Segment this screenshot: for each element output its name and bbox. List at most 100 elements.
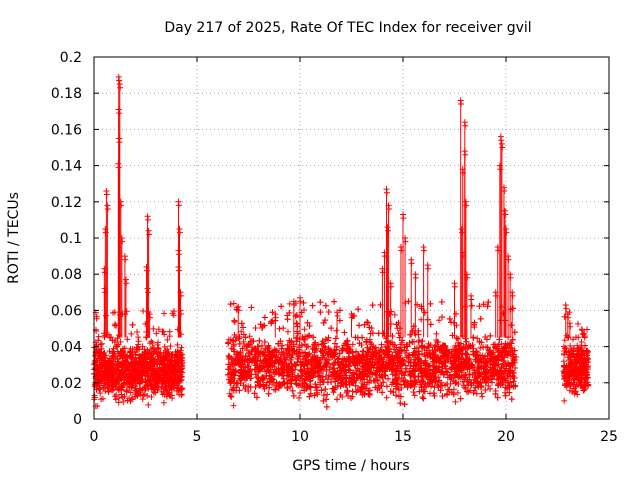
data-point xyxy=(170,381,177,388)
data-point xyxy=(174,341,181,348)
data-point xyxy=(95,363,102,370)
data-point xyxy=(349,393,356,400)
data-point xyxy=(341,329,348,336)
data-point xyxy=(98,355,105,362)
data-point xyxy=(129,321,136,328)
data-point xyxy=(159,383,166,390)
data-point xyxy=(253,374,260,381)
data-point xyxy=(126,367,133,374)
data-point xyxy=(332,335,339,342)
data-point xyxy=(365,391,372,398)
data-point xyxy=(477,315,484,322)
data-point xyxy=(148,381,155,388)
data-point xyxy=(123,388,130,395)
data-point xyxy=(172,348,179,355)
data-point xyxy=(173,379,180,386)
data-point xyxy=(228,393,235,400)
data-point xyxy=(136,380,143,387)
data-point xyxy=(397,400,404,407)
data-point xyxy=(145,401,152,408)
data-point xyxy=(139,343,146,350)
data-point xyxy=(170,385,177,392)
data-point xyxy=(383,394,390,401)
data-points xyxy=(91,73,592,410)
data-point xyxy=(309,302,316,309)
data-point xyxy=(410,388,417,395)
data-point xyxy=(167,362,174,369)
data-point xyxy=(91,392,98,399)
data-point xyxy=(144,347,151,354)
data-point xyxy=(110,368,117,375)
data-point xyxy=(140,307,147,314)
data-point xyxy=(166,333,173,340)
data-point xyxy=(433,330,440,337)
data-point xyxy=(157,349,164,356)
data-point xyxy=(369,302,376,309)
data-point xyxy=(128,330,135,337)
data-point xyxy=(179,359,186,366)
data-point xyxy=(487,332,494,339)
data-point xyxy=(96,386,103,393)
data-point xyxy=(148,356,155,363)
data-point xyxy=(134,329,141,336)
data-point xyxy=(419,394,426,401)
data-point xyxy=(99,354,106,361)
data-point xyxy=(145,370,152,377)
data-point xyxy=(106,334,113,341)
data-point xyxy=(151,359,158,366)
data-point xyxy=(135,352,142,359)
data-point xyxy=(179,364,186,371)
data-point xyxy=(107,334,114,341)
data-point xyxy=(175,363,182,370)
data-point xyxy=(113,363,120,370)
data-point xyxy=(158,388,165,395)
data-point xyxy=(120,382,127,389)
data-point xyxy=(502,392,509,399)
data-point xyxy=(231,317,238,324)
data-point xyxy=(178,366,185,373)
data-point xyxy=(177,373,184,380)
data-point xyxy=(322,386,329,393)
data-point xyxy=(139,350,146,357)
data-point xyxy=(561,397,568,404)
data-point xyxy=(139,396,146,403)
data-point xyxy=(113,391,120,398)
data-point xyxy=(154,360,161,367)
data-point xyxy=(349,388,356,395)
data-point xyxy=(248,304,255,311)
data-point xyxy=(111,322,118,329)
data-point xyxy=(174,358,181,365)
data-point xyxy=(136,369,143,376)
data-point xyxy=(150,389,157,396)
data-point xyxy=(463,388,470,395)
data-point xyxy=(333,327,340,334)
data-point xyxy=(132,391,139,398)
data-point xyxy=(415,331,422,338)
data-point xyxy=(99,375,106,382)
data-point xyxy=(124,375,131,382)
data-point xyxy=(135,334,142,341)
data-point xyxy=(121,393,128,400)
data-point xyxy=(168,365,175,372)
data-point xyxy=(290,392,297,399)
data-point xyxy=(463,351,470,358)
data-point xyxy=(104,379,111,386)
data-point xyxy=(230,300,237,307)
data-point xyxy=(328,325,335,332)
data-point xyxy=(116,395,123,402)
data-point xyxy=(584,326,591,333)
data-point xyxy=(120,398,127,405)
data-point xyxy=(272,386,279,393)
data-point xyxy=(280,325,287,332)
data-point xyxy=(168,351,175,358)
data-point xyxy=(149,344,156,351)
data-point xyxy=(132,362,139,369)
data-point xyxy=(231,318,238,325)
data-point xyxy=(95,337,102,344)
data-point xyxy=(125,378,132,385)
data-point xyxy=(509,336,516,343)
data-point xyxy=(301,326,308,333)
data-point xyxy=(119,364,126,371)
data-point xyxy=(420,395,427,402)
data-point xyxy=(146,376,153,383)
